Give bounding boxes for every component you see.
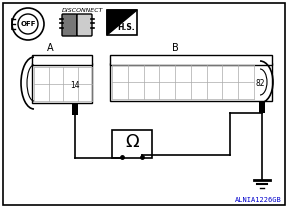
Bar — [72, 103, 77, 115]
Text: B: B — [172, 43, 178, 53]
Bar — [110, 63, 272, 101]
Bar — [32, 63, 92, 103]
Bar — [107, 10, 137, 35]
Text: Ω: Ω — [125, 133, 139, 151]
Text: H.S.: H.S. — [118, 22, 135, 31]
Text: 14: 14 — [70, 80, 79, 89]
Text: ALNIA1226GB: ALNIA1226GB — [235, 197, 282, 203]
Bar — [112, 130, 152, 158]
Text: DISCONNECT: DISCONNECT — [62, 7, 104, 12]
Bar — [110, 55, 272, 65]
FancyBboxPatch shape — [62, 14, 77, 36]
Polygon shape — [107, 10, 137, 35]
FancyBboxPatch shape — [77, 14, 92, 36]
Text: OFF: OFF — [20, 21, 36, 27]
Text: 82: 82 — [255, 78, 265, 88]
Bar — [32, 55, 92, 65]
Bar — [259, 101, 265, 113]
Text: A: A — [47, 43, 53, 53]
